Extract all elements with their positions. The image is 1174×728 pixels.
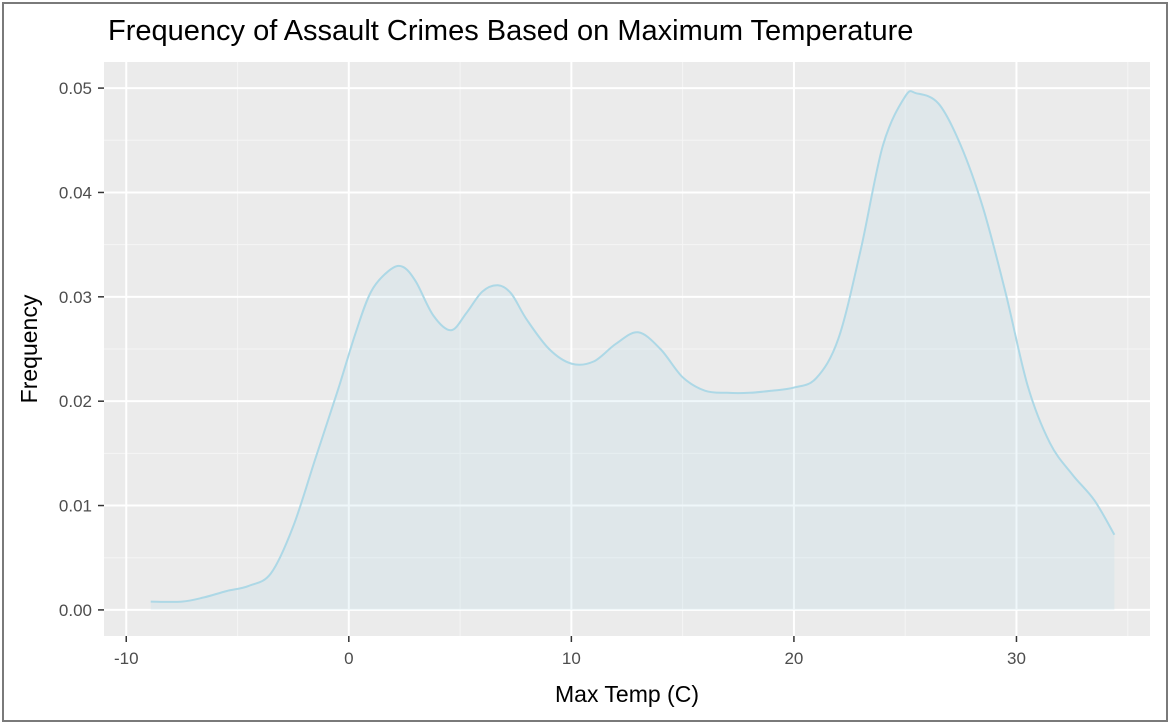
y-tick-label: 0.01 xyxy=(59,497,92,516)
y-tick-label: 0.03 xyxy=(59,288,92,307)
x-axis-title: Max Temp (C) xyxy=(555,681,699,707)
density-line xyxy=(150,90,1116,603)
y-tick-label: 0.02 xyxy=(59,392,92,411)
x-axis-ticks: -10 0 10 20 30 xyxy=(114,636,1026,668)
y-axis-title: Frequency xyxy=(16,294,42,403)
y-tick-label: 0.05 xyxy=(59,79,92,98)
major-grid xyxy=(104,62,1150,636)
y-tick-label: 0.00 xyxy=(59,601,92,620)
x-tick-label: 20 xyxy=(784,649,803,668)
x-tick-label: 30 xyxy=(1007,649,1026,668)
minor-grid xyxy=(104,62,1150,636)
y-axis-ticks: 0.00 0.01 0.02 0.03 0.04 0.05 xyxy=(59,79,104,620)
x-tick-label: 10 xyxy=(562,649,581,668)
density-area xyxy=(150,91,1115,610)
chart-title: Frequency of Assault Crimes Based on Max… xyxy=(108,15,914,47)
x-tick-label: -10 xyxy=(114,649,139,668)
y-tick-label: 0.04 xyxy=(59,183,92,202)
x-tick-label: 0 xyxy=(344,649,353,668)
